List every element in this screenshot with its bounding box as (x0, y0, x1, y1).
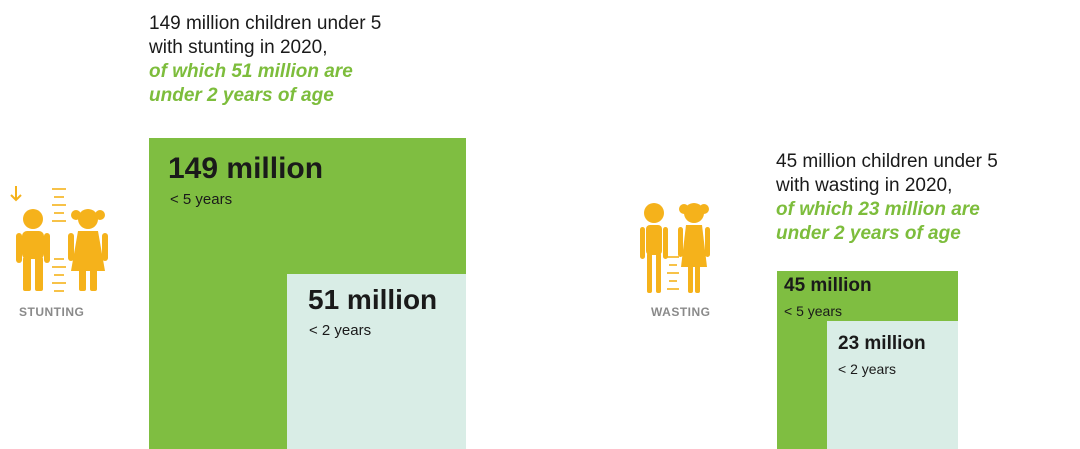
stunting-children-icon (10, 186, 108, 292)
stunting-caption-sub1: of which 51 million are (149, 61, 353, 82)
stunting-caption-line1: 149 million children under 5 (149, 13, 382, 34)
wasting-children-icon (640, 203, 710, 293)
wasting-caption-line2: with wasting in 2020, (776, 175, 953, 196)
stunting-under5-value: 149 million (168, 152, 324, 185)
wasting-caption-line1: 45 million children under 5 (776, 151, 998, 172)
wasting-caption-sub2: under 2 years of age (776, 223, 961, 244)
wasting-under5-age: < 5 years (784, 303, 842, 319)
stunting-under5-age: < 5 years (170, 191, 233, 208)
stunting-under2-age: < 2 years (309, 322, 372, 339)
stunting-caption: 149 million children under 5 with stunti… (149, 12, 381, 108)
wasting-caption: 45 million children under 5 with wasting… (776, 150, 998, 246)
wasting-under2-age: < 2 years (838, 361, 896, 377)
wasting-under5-value: 45 million (784, 275, 872, 296)
wasting-icon-label: WASTING (651, 305, 711, 319)
wasting-caption-sub1: of which 23 million are (776, 199, 980, 220)
stunting-under2-value: 51 million (308, 284, 438, 315)
wasting-under2-value: 23 million (838, 333, 926, 354)
stunting-icon-label: STUNTING (19, 305, 85, 319)
stunting-caption-sub2: under 2 years of age (149, 85, 334, 106)
stunting-caption-line2: with stunting in 2020, (149, 37, 328, 58)
wasting-under2-square (827, 321, 958, 449)
stunting-under2-square (287, 274, 466, 449)
